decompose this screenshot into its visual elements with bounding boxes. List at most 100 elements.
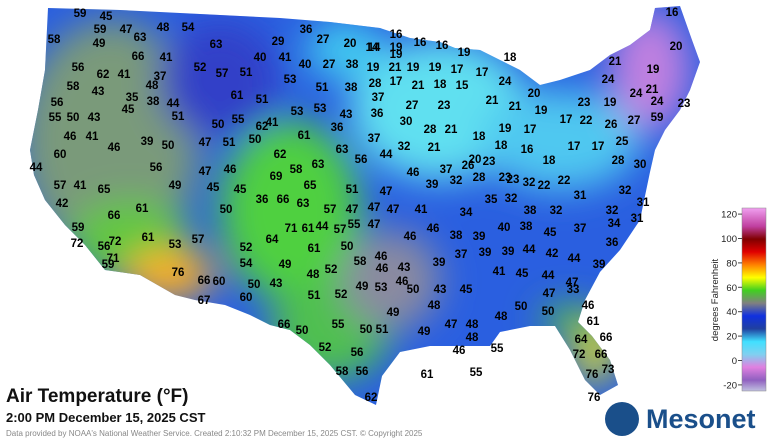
station-temp: 50 <box>162 140 175 152</box>
station-temp: 53 <box>284 74 297 86</box>
station-temp: 36 <box>606 237 619 249</box>
station-temp: 44 <box>542 270 555 282</box>
station-temp: 14 <box>366 42 379 54</box>
station-temp: 46 <box>224 164 237 176</box>
station-temp: 57 <box>324 204 337 216</box>
station-temp: 21 <box>509 101 522 113</box>
station-temp: 30 <box>634 159 647 171</box>
station-temp: 32 <box>523 177 536 189</box>
station-temp: 45 <box>460 284 473 296</box>
station-temp: 29 <box>272 36 285 48</box>
station-temp: 37 <box>368 133 381 145</box>
station-temp: 16 <box>666 7 679 19</box>
station-temp: 52 <box>325 264 338 276</box>
station-temp: 59 <box>94 24 107 36</box>
station-temp: 55 <box>232 114 245 126</box>
station-temp: 50 <box>212 119 225 131</box>
station-temp: 19 <box>647 64 660 76</box>
station-temp: 51 <box>316 82 329 94</box>
station-temp: 14 <box>368 42 381 54</box>
station-temp: 17 <box>568 141 581 153</box>
station-temp: 40 <box>299 59 312 71</box>
station-temp: 38 <box>147 96 160 108</box>
station-temp: 32 <box>606 205 619 217</box>
station-temp: 76 <box>588 392 601 404</box>
station-temp: 39 <box>433 257 446 269</box>
station-temp: 44 <box>316 221 329 233</box>
station-temp: 39 <box>426 179 439 191</box>
station-temp: 17 <box>524 124 537 136</box>
station-temp: 67 <box>198 295 211 307</box>
station-temp: 16 <box>521 144 534 156</box>
station-temp: 46 <box>404 231 417 243</box>
station-temp: 49 <box>169 180 182 192</box>
station-temp: 42 <box>546 248 559 260</box>
station-temp: 58 <box>48 34 61 46</box>
station-temp: 50 <box>341 241 354 253</box>
station-temp: 44 <box>523 244 536 256</box>
station-temp: 50 <box>220 204 233 216</box>
station-temp: 32 <box>450 175 463 187</box>
station-temp: 56 <box>51 97 64 109</box>
station-temp: 36 <box>331 122 344 134</box>
station-temp: 41 <box>160 52 173 64</box>
station-temp: 50 <box>249 134 262 146</box>
station-temp: 46 <box>453 345 466 357</box>
station-temp: 47 <box>346 204 359 216</box>
station-temp: 53 <box>375 282 388 294</box>
station-temp: 43 <box>398 262 411 274</box>
station-temp: 55 <box>49 112 62 124</box>
station-temp: 41 <box>493 266 506 278</box>
station-temp: 17 <box>390 76 403 88</box>
colorbar-tick-label: -20 <box>723 380 737 391</box>
station-temp: 63 <box>134 32 147 44</box>
station-temp: 19 <box>604 97 617 109</box>
station-temp: 28 <box>612 155 625 167</box>
station-temp: 17 <box>592 141 605 153</box>
station-temp: 39 <box>593 259 606 271</box>
station-temp: 23 <box>678 98 691 110</box>
station-temp: 24 <box>651 96 664 108</box>
station-temp: 23 <box>578 97 591 109</box>
station-temp: 65 <box>304 180 317 192</box>
station-temp: 16 <box>414 37 427 49</box>
station-temp: 20 <box>670 41 683 53</box>
station-temp: 46 <box>376 263 389 275</box>
station-temp: 19 <box>535 105 548 117</box>
station-temp: 61 <box>587 316 600 328</box>
station-temp: 69 <box>270 171 283 183</box>
logo-icon <box>605 402 639 436</box>
station-temp: 21 <box>428 142 441 154</box>
station-temp: 66 <box>278 319 291 331</box>
station-temp: 58 <box>336 366 349 378</box>
station-temp: 38 <box>345 82 358 94</box>
station-temp: 45 <box>234 184 247 196</box>
station-temp: 60 <box>240 292 253 304</box>
station-temp: 17 <box>560 114 573 126</box>
station-temp: 66 <box>277 194 290 206</box>
station-temp: 34 <box>608 218 621 230</box>
station-temp: 66 <box>595 349 608 361</box>
station-temp: 35 <box>485 194 498 206</box>
station-temp: 21 <box>389 62 402 74</box>
station-temp: 36 <box>371 108 384 120</box>
station-temp: 58 <box>354 256 367 268</box>
station-temp: 76 <box>172 267 185 279</box>
station-temp: 28 <box>369 78 382 90</box>
station-temp: 44 <box>380 149 393 161</box>
station-temp: 21 <box>486 95 499 107</box>
station-temp: 28 <box>473 172 486 184</box>
station-temp: 50 <box>360 324 373 336</box>
colorbar-tick-label: 120 <box>721 210 737 221</box>
station-temp: 41 <box>266 117 279 129</box>
station-temp: 55 <box>332 319 345 331</box>
station-temp: 17 <box>451 64 464 76</box>
station-temp: 51 <box>256 94 269 106</box>
station-temp: 58 <box>67 81 80 93</box>
station-temp: 27 <box>323 59 336 71</box>
station-temp: 48 <box>495 311 508 323</box>
station-temp: 48 <box>466 319 479 331</box>
station-temp: 19 <box>458 47 471 59</box>
station-temp: 40 <box>498 222 511 234</box>
